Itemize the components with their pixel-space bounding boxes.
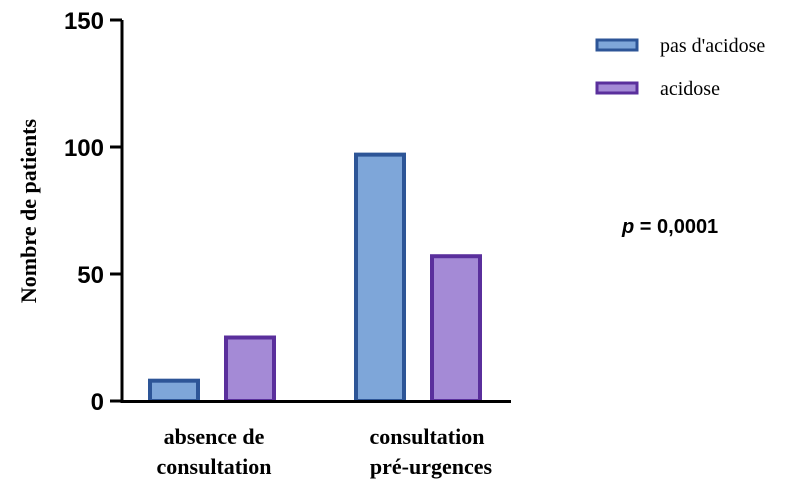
legend-swatch [595, 38, 639, 52]
legend-label: acidose [660, 78, 720, 100]
category-label: absence de consultation [157, 424, 272, 479]
category-label-line: absence de [164, 424, 265, 449]
category-label-line: consultation [157, 454, 272, 479]
category-label-line: pré-urgences [370, 454, 493, 479]
category-label: consultation pré-urgences [370, 424, 493, 479]
p-value-symbol: p [621, 216, 634, 238]
y-ticks: 0 50 100 150 [64, 8, 122, 416]
axes [120, 20, 511, 403]
y-tick-label: 0 [91, 389, 104, 416]
y-tick-label: 100 [64, 135, 104, 162]
y-tick-label: 150 [64, 8, 104, 35]
p-value-annotation: p = 0,0001 [621, 216, 718, 238]
category-labels: absence de consultation consultation pré-ur… [157, 424, 493, 479]
legend: pas d'acidose acidose [595, 35, 765, 100]
category-label-line: consultation [370, 424, 485, 449]
bar-pas-d-acidose [148, 378, 200, 403]
bar-acidose [430, 254, 482, 403]
legend-swatch [595, 81, 639, 95]
y-axis-label: Nombre de patients [16, 118, 41, 303]
bar-acidose [224, 335, 276, 403]
y-tick-label: 50 [77, 262, 104, 289]
bars-group [148, 152, 482, 403]
p-value-text: = 0,0001 [634, 216, 718, 238]
legend-label: pas d'acidose [660, 35, 765, 57]
bar-pas-d-acidose [354, 152, 406, 403]
